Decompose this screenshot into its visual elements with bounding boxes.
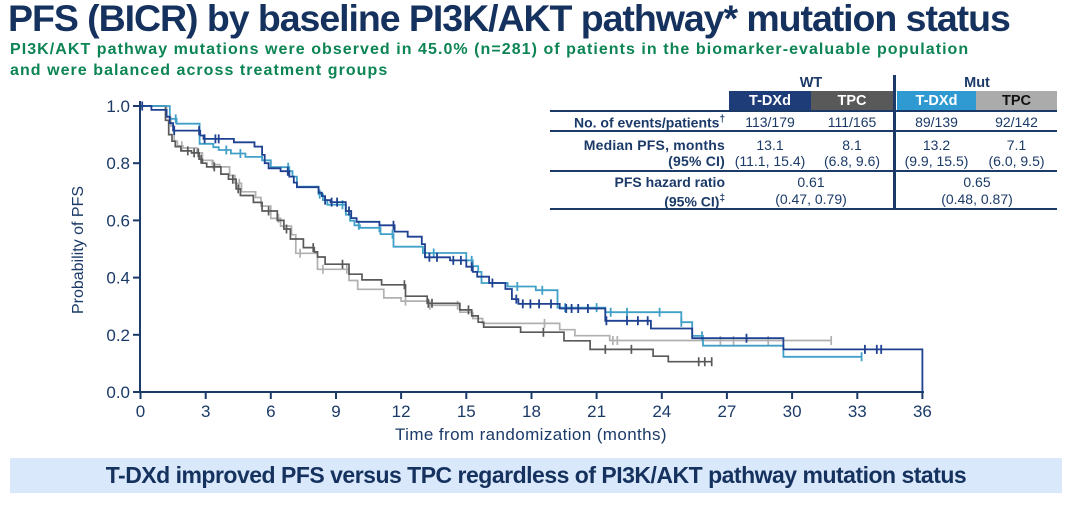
svg-text:1.0: 1.0 bbox=[106, 97, 130, 116]
svg-text:12: 12 bbox=[392, 402, 411, 421]
svg-text:0.0: 0.0 bbox=[106, 383, 130, 402]
svg-text:3: 3 bbox=[201, 402, 210, 421]
svg-text:21: 21 bbox=[587, 402, 606, 421]
svg-text:0.8: 0.8 bbox=[106, 154, 130, 173]
svg-text:27: 27 bbox=[717, 402, 736, 421]
svg-text:0.6: 0.6 bbox=[106, 211, 130, 230]
svg-text:30: 30 bbox=[783, 402, 802, 421]
svg-text:6: 6 bbox=[266, 402, 275, 421]
svg-text:33: 33 bbox=[848, 402, 867, 421]
svg-text:18: 18 bbox=[522, 402, 541, 421]
svg-text:24: 24 bbox=[652, 402, 671, 421]
svg-text:Probability of PFS: Probability of PFS bbox=[70, 186, 87, 314]
svg-text:0: 0 bbox=[136, 402, 145, 421]
svg-text:Time from randomization (month: Time from randomization (months) bbox=[395, 425, 667, 444]
svg-text:15: 15 bbox=[457, 402, 476, 421]
svg-text:0.4: 0.4 bbox=[106, 269, 130, 288]
svg-text:9: 9 bbox=[331, 402, 340, 421]
svg-text:36: 36 bbox=[913, 402, 932, 421]
svg-text:0.2: 0.2 bbox=[106, 326, 130, 345]
